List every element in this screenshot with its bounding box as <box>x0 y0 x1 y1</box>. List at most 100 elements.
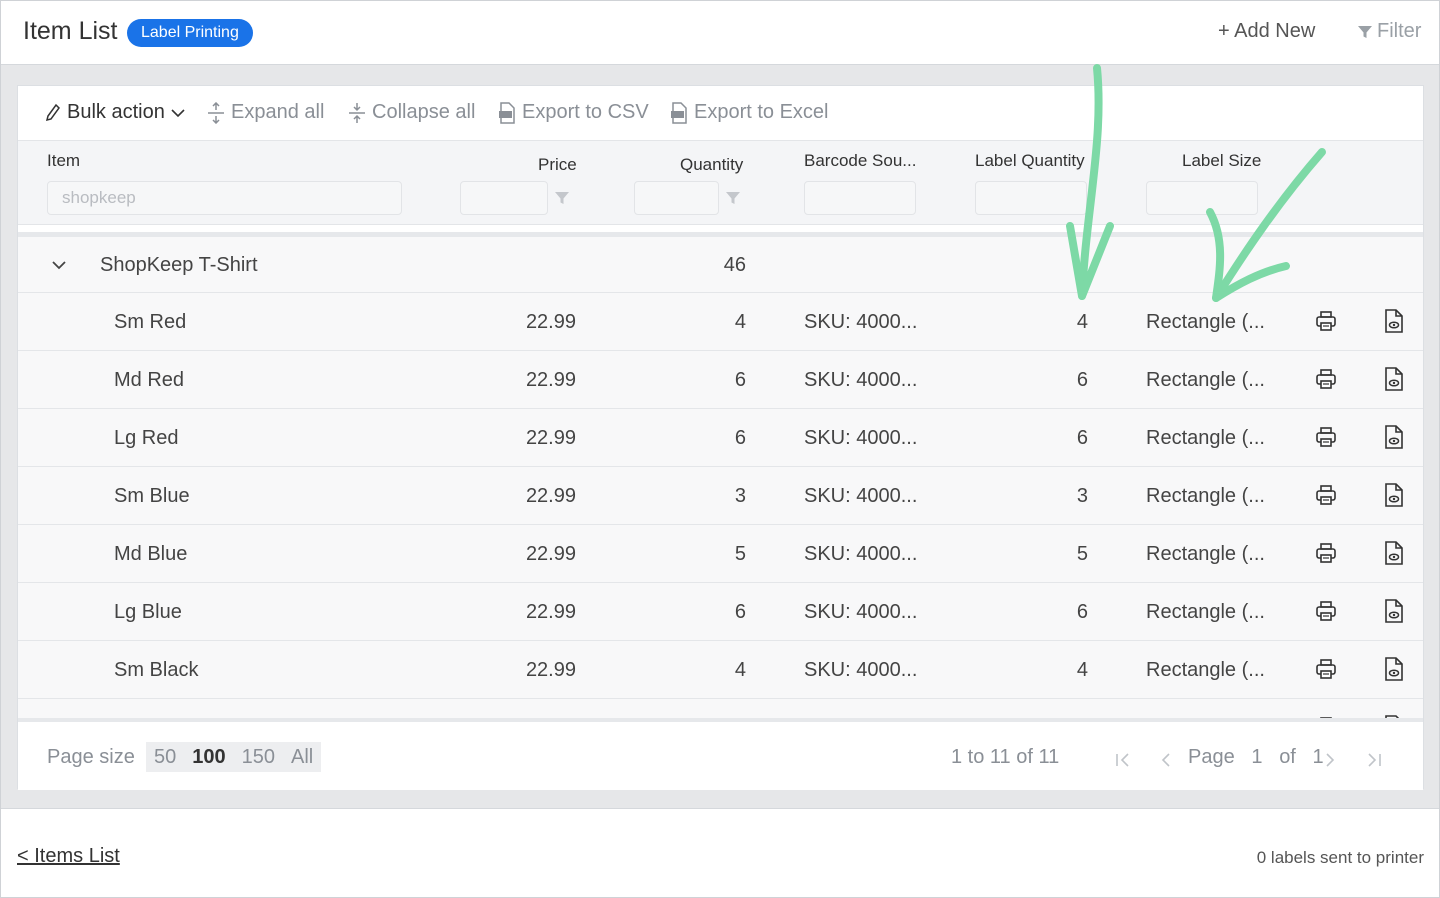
page-size-option[interactable]: 150 <box>241 745 275 768</box>
printer-icon[interactable] <box>1315 542 1337 564</box>
table-row[interactable]: Sm Red 22.99 4 SKU: 4000... 4 Rectangle (... <box>18 293 1423 351</box>
table-row[interactable]: Sm Black 22.99 4 SKU: 4000... 4 Rectangle (..… <box>18 641 1423 699</box>
item-barcode-source[interactable]: SKU: 4000... <box>804 543 918 565</box>
collapse-all-label: Collapse all <box>372 101 476 123</box>
item-barcode-source[interactable]: SKU: 4000... <box>804 485 918 507</box>
item-label-quantity[interactable]: 5 <box>1076 543 1088 565</box>
excel-file-icon <box>671 101 687 124</box>
file-preview-icon[interactable] <box>1384 541 1404 565</box>
table-row[interactable]: Md Blue 22.99 5 SKU: 4000... 5 Rectangle (... <box>18 525 1423 583</box>
filter-button[interactable]: Filter <box>1357 20 1421 43</box>
item-price: 22.99 <box>525 659 576 681</box>
back-to-items-link[interactable]: < Items List <box>17 845 120 867</box>
top-header: Item List Label Printing + Add New Filte… <box>1 1 1439 65</box>
printer-icon[interactable] <box>1315 310 1337 332</box>
item-barcode-source[interactable]: SKU: 4000... <box>804 369 918 391</box>
page-current: 1 <box>1251 746 1263 768</box>
item-price: 22.99 <box>525 427 576 449</box>
printer-icon[interactable] <box>1315 600 1337 622</box>
printer-status-text: 0 labels sent to printer <box>1256 848 1424 867</box>
file-preview-icon[interactable] <box>1384 309 1404 333</box>
page-title: Item List <box>23 17 118 45</box>
chevron-down-icon[interactable] <box>52 260 66 270</box>
header-divider <box>18 232 1423 237</box>
item-label-quantity[interactable]: 4 <box>1076 311 1088 333</box>
page-size-option[interactable]: 100 <box>192 745 226 768</box>
collapse-all-button[interactable]: Collapse all <box>348 101 475 124</box>
file-preview-icon[interactable] <box>1384 483 1404 507</box>
item-label-quantity[interactable]: 6 <box>1076 427 1088 449</box>
item-name: Sm Blue <box>114 485 190 507</box>
group-row[interactable]: ShopKeep T-Shirt 46 <box>18 237 1423 293</box>
bulk-action-label: Bulk action <box>67 101 165 123</box>
table-toolbar: Bulk action Expand all Collapse all Expo… <box>18 86 1423 141</box>
file-preview-icon[interactable] <box>1384 599 1404 623</box>
item-barcode-source[interactable]: SKU: 4000... <box>804 311 918 333</box>
filter-funnel-icon[interactable] <box>725 190 741 206</box>
first-page-icon[interactable] <box>1115 752 1131 768</box>
item-label-size[interactable]: Rectangle (... <box>1146 601 1265 623</box>
label-quantity-filter-input[interactable] <box>975 181 1087 215</box>
page-word: Page <box>1188 746 1235 768</box>
filter-funnel-icon <box>1358 25 1372 38</box>
printer-icon[interactable] <box>1315 368 1337 390</box>
item-name: Md Blue <box>114 543 188 565</box>
file-preview-icon[interactable] <box>1384 657 1404 681</box>
item-label-quantity[interactable]: 4 <box>1076 659 1088 681</box>
item-barcode-source[interactable]: SKU: 4000... <box>804 601 918 623</box>
item-label-size[interactable]: Rectangle (... <box>1146 659 1265 681</box>
column-header-label-quantity[interactable]: Label Quantity <box>975 151 1085 170</box>
column-header-label-size[interactable]: Label Size <box>1182 151 1262 170</box>
item-label-quantity[interactable]: 6 <box>1076 369 1088 391</box>
printer-icon[interactable] <box>1315 484 1337 506</box>
price-filter-input[interactable] <box>460 181 548 215</box>
item-quantity: 6 <box>734 601 746 623</box>
item-price: 22.99 <box>525 601 576 623</box>
export-csv-button[interactable]: Export to CSV <box>498 101 649 124</box>
table-row[interactable] <box>18 699 1423 718</box>
printer-icon[interactable] <box>1315 426 1337 448</box>
page-size-selector: 50 100 150 All <box>146 742 321 772</box>
column-header-item[interactable]: Item <box>47 151 81 170</box>
bottom-bar: < Items List 0 labels sent to printer <box>1 808 1439 897</box>
page-size-option[interactable]: All <box>291 745 314 768</box>
column-header-barcode-source[interactable]: Barcode Sou... <box>804 151 917 170</box>
item-label-size[interactable]: Rectangle (... <box>1146 369 1265 391</box>
file-preview-icon[interactable] <box>1384 425 1404 449</box>
group-name: ShopKeep T-Shirt <box>100 254 258 276</box>
expand-all-button[interactable]: Expand all <box>207 101 324 124</box>
item-barcode-source[interactable]: SKU: 4000... <box>804 659 918 681</box>
add-new-button[interactable]: + Add New <box>1218 20 1316 42</box>
item-quantity: 6 <box>734 427 746 449</box>
previous-page-icon[interactable] <box>1160 752 1172 768</box>
filter-funnel-icon[interactable] <box>554 190 570 206</box>
file-preview-icon[interactable] <box>1384 715 1404 718</box>
table-row[interactable]: Lg Blue 22.99 6 SKU: 4000... 6 Rectangle (... <box>18 583 1423 641</box>
item-label-quantity[interactable]: 3 <box>1076 485 1088 507</box>
next-page-icon[interactable] <box>1324 752 1336 768</box>
record-range: 1 to 11 of 11 <box>951 746 1060 768</box>
last-page-icon[interactable] <box>1366 752 1382 768</box>
item-label-size[interactable]: Rectangle (... <box>1146 427 1265 449</box>
export-excel-button[interactable]: Export to Excel <box>670 101 829 124</box>
item-filter-input[interactable]: shopkeep <box>47 181 402 215</box>
item-label-quantity[interactable]: 6 <box>1076 601 1088 623</box>
label-size-filter-input[interactable] <box>1146 181 1258 215</box>
file-preview-icon[interactable] <box>1384 367 1404 391</box>
item-label-size[interactable]: Rectangle (... <box>1146 485 1265 507</box>
of-word: of <box>1279 746 1296 768</box>
item-barcode-source[interactable]: SKU: 4000... <box>804 427 918 449</box>
column-header-price[interactable]: Price <box>538 155 577 174</box>
item-name: Lg Blue <box>114 601 182 623</box>
quantity-filter-input[interactable] <box>634 181 719 215</box>
column-header-quantity[interactable]: Quantity <box>680 155 744 174</box>
table-row[interactable]: Sm Blue 22.99 3 SKU: 4000... 3 Rectangle (... <box>18 467 1423 525</box>
item-label-size[interactable]: Rectangle (... <box>1146 311 1265 333</box>
barcode-filter-input[interactable] <box>804 181 916 215</box>
bulk-action-dropdown[interactable]: Bulk action <box>45 101 185 124</box>
table-row[interactable]: Lg Red 22.99 6 SKU: 4000... 6 Rectangle (... <box>18 409 1423 467</box>
page-size-option[interactable]: 50 <box>154 745 177 768</box>
table-row[interactable]: Md Red 22.99 6 SKU: 4000... 6 Rectangle (... <box>18 351 1423 409</box>
printer-icon[interactable] <box>1315 658 1337 680</box>
item-label-size[interactable]: Rectangle (... <box>1146 543 1265 565</box>
